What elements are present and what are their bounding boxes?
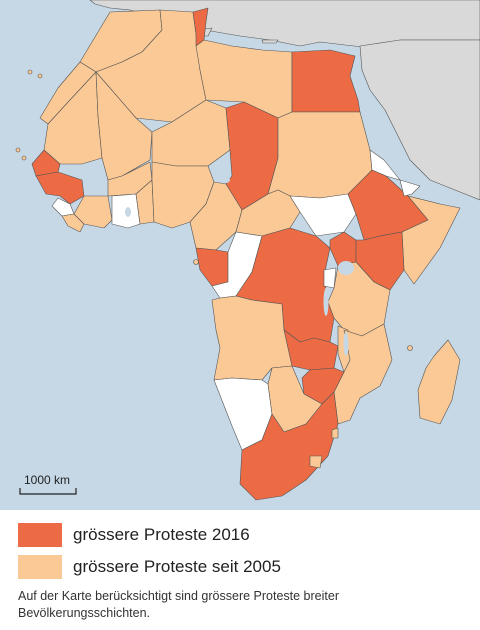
legend-label-protest-since-2005: grössere Proteste seit 2005 (73, 557, 281, 576)
lake-victoria (338, 261, 354, 275)
island-comoros (407, 345, 413, 351)
legend-item-protest-since-2005: grössere Proteste seit 2005 (18, 554, 468, 580)
lake-tanganyika (323, 288, 329, 316)
region-guinea (35, 171, 85, 205)
africa-protest-map: 1000 km (0, 0, 480, 510)
region-sudan (267, 111, 373, 199)
region-madagascar (417, 339, 461, 425)
region-mozambique (333, 323, 393, 425)
region-djibouti-somaliland (399, 179, 421, 197)
africa-countries (15, 7, 461, 501)
legend-label-protest-2016: grössere Proteste 2016 (73, 525, 250, 544)
lake-volta (125, 207, 131, 217)
region-lesotho (309, 455, 323, 469)
island-cape-verde-2 (21, 155, 27, 161)
lakes (125, 177, 354, 356)
legend-item-protest-2016: grössere Proteste 2016 (18, 522, 468, 548)
region-south-sudan (289, 193, 357, 237)
island-cape-verde-1 (15, 147, 21, 153)
region-eritrea (369, 149, 401, 181)
scale-bar-label: 1000 km (24, 473, 70, 487)
lake-malawi (343, 332, 349, 356)
legend-swatch-protest-2016 (18, 523, 62, 547)
region-somalia (401, 195, 461, 285)
legend-swatch-protest-since-2005 (18, 555, 62, 579)
land-middle-east (359, 39, 480, 201)
scale-bar-line (19, 488, 77, 495)
region-south-africa (239, 391, 339, 501)
map-note: Auf der Karte berücksichtigt sind grösse… (18, 589, 339, 620)
scale-bar: 1000 km (19, 473, 77, 495)
legend: grössere Proteste 2016 grössere Proteste… (18, 522, 468, 586)
island-crete (261, 39, 279, 44)
island-canary-2 (37, 73, 43, 79)
island-sao-tome (193, 259, 199, 265)
region-rwanda-burundi (323, 267, 337, 289)
lake-chad (222, 177, 230, 183)
island-canary-1 (27, 69, 33, 75)
region-egypt (291, 49, 361, 113)
region-eswatini (331, 427, 339, 439)
